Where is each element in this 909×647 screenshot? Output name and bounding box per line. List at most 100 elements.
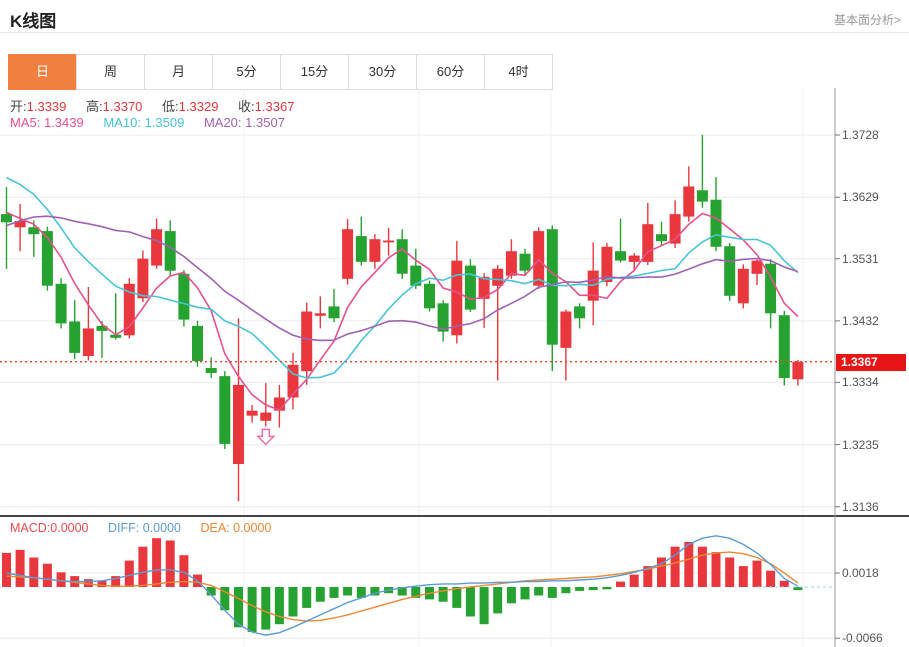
macd-bar (2, 552, 11, 587)
candle-body (328, 306, 340, 319)
tab-period-1[interactable]: 周 (76, 54, 145, 90)
candle-body (492, 268, 504, 286)
macd-bar (657, 557, 666, 587)
macd-bar (83, 579, 93, 587)
candle-body (314, 313, 326, 316)
macd-bar (97, 580, 107, 587)
macd-info-row: MACD:0.0000 DIFF: 0.0000 DEA: 0.0000 (10, 521, 287, 535)
macd-bar (793, 587, 803, 591)
fundamental-analysis-link[interactable]: 基本面分析> (833, 13, 901, 27)
candle-body (28, 227, 40, 235)
price-tick-label: 1.3629 (842, 190, 879, 205)
candle-body (137, 258, 149, 299)
macd-bar (629, 574, 639, 587)
macd-bar (302, 587, 312, 608)
macd-bar (274, 587, 284, 625)
macd-bar (15, 549, 25, 587)
macd-bar (520, 587, 530, 600)
candle-body (792, 361, 804, 380)
dea-line (6, 551, 799, 622)
macd-bar (165, 540, 175, 587)
ma10-value: 1.3509 (144, 115, 185, 130)
candle-body (301, 311, 313, 372)
candle-body (778, 315, 790, 378)
candle-body (178, 273, 190, 320)
diff-line (6, 535, 799, 636)
candle-body (642, 224, 654, 262)
ma5-line (6, 211, 799, 411)
close-label: 收: (238, 99, 255, 114)
diff-value: 0.0000 (142, 521, 181, 535)
ohlc-info-row: 开:1.3339 高:1.3370 低:1.3329 收:1.3367 (10, 96, 310, 115)
tab-period-0[interactable]: 日 (8, 54, 77, 90)
macd-bar (411, 587, 421, 598)
candle-body (192, 325, 203, 362)
macd-tick-label: 0.0018 (842, 566, 879, 581)
macd-bar (697, 546, 707, 587)
candle-body (82, 328, 94, 356)
macd-bar (670, 546, 680, 587)
macd-bar (479, 587, 489, 625)
macd-bar (588, 587, 598, 591)
macd-bar (370, 587, 380, 596)
candle-body (437, 303, 449, 332)
candle-body (628, 255, 640, 262)
low-value: 1.3329 (178, 99, 219, 114)
price-tick-label: 1.3531 (842, 251, 879, 266)
macd-tick-label: -0.0066 (842, 631, 883, 646)
tab-period-2[interactable]: 月 (144, 54, 213, 90)
dea-label: DEA: (200, 521, 230, 535)
candle-body (724, 246, 736, 296)
macd-bar (356, 587, 366, 598)
macd-bar (329, 587, 339, 598)
candle-body (1, 214, 12, 223)
diff-label: DIFF: (108, 521, 140, 535)
dea-value: 0.0000 (233, 521, 272, 535)
macd-bar (261, 587, 271, 630)
macd-bar (179, 555, 189, 587)
ma20-line (6, 215, 799, 342)
candle-body (505, 251, 517, 276)
close-value: 1.3367 (254, 99, 295, 114)
candle-body (273, 397, 285, 411)
macd-bar (616, 581, 625, 587)
candle-body (765, 263, 777, 314)
candle-body (123, 283, 135, 336)
candle-body (383, 240, 395, 243)
tab-period-6[interactable]: 60分 (416, 54, 485, 90)
tab-period-4[interactable]: 15分 (280, 54, 349, 90)
macd-bar (111, 576, 121, 587)
candle-body (601, 246, 613, 282)
candle-body (96, 325, 108, 331)
candle-body (737, 268, 749, 304)
panel-separator (0, 515, 909, 517)
ma20-value: 1.3507 (245, 115, 285, 130)
candle-body (287, 364, 299, 398)
period-tab-bar: 日周月 5分 15分 30分 60分 4时 (8, 54, 553, 90)
candle-body (574, 306, 586, 319)
high-value: 1.3370 (102, 99, 143, 114)
candle-body (669, 214, 681, 244)
macd-bar (465, 587, 475, 617)
tab-period-3[interactable]: 5分 (212, 54, 281, 90)
tab-period-7[interactable]: 4时 (484, 54, 553, 90)
macd-bar (343, 587, 353, 596)
candle-body (519, 253, 531, 271)
candle-body (478, 276, 490, 299)
macd-bar (766, 570, 776, 587)
high-label: 高: (86, 99, 103, 114)
candle-body (205, 368, 217, 373)
ma-info-row: MA5: 1.3439 MA10: 1.3509 MA20: 1.3507 (10, 115, 301, 130)
candle-body (424, 283, 435, 309)
candle-body (260, 412, 272, 421)
macd-bar (234, 587, 243, 628)
ma10-line (6, 176, 799, 379)
ma5-value: 1.3439 (43, 115, 84, 130)
candle-body (410, 265, 422, 286)
candle-body (396, 239, 408, 274)
tab-period-5[interactable]: 30分 (348, 54, 417, 90)
macd-bar (602, 587, 612, 590)
macd-bar (315, 587, 325, 602)
